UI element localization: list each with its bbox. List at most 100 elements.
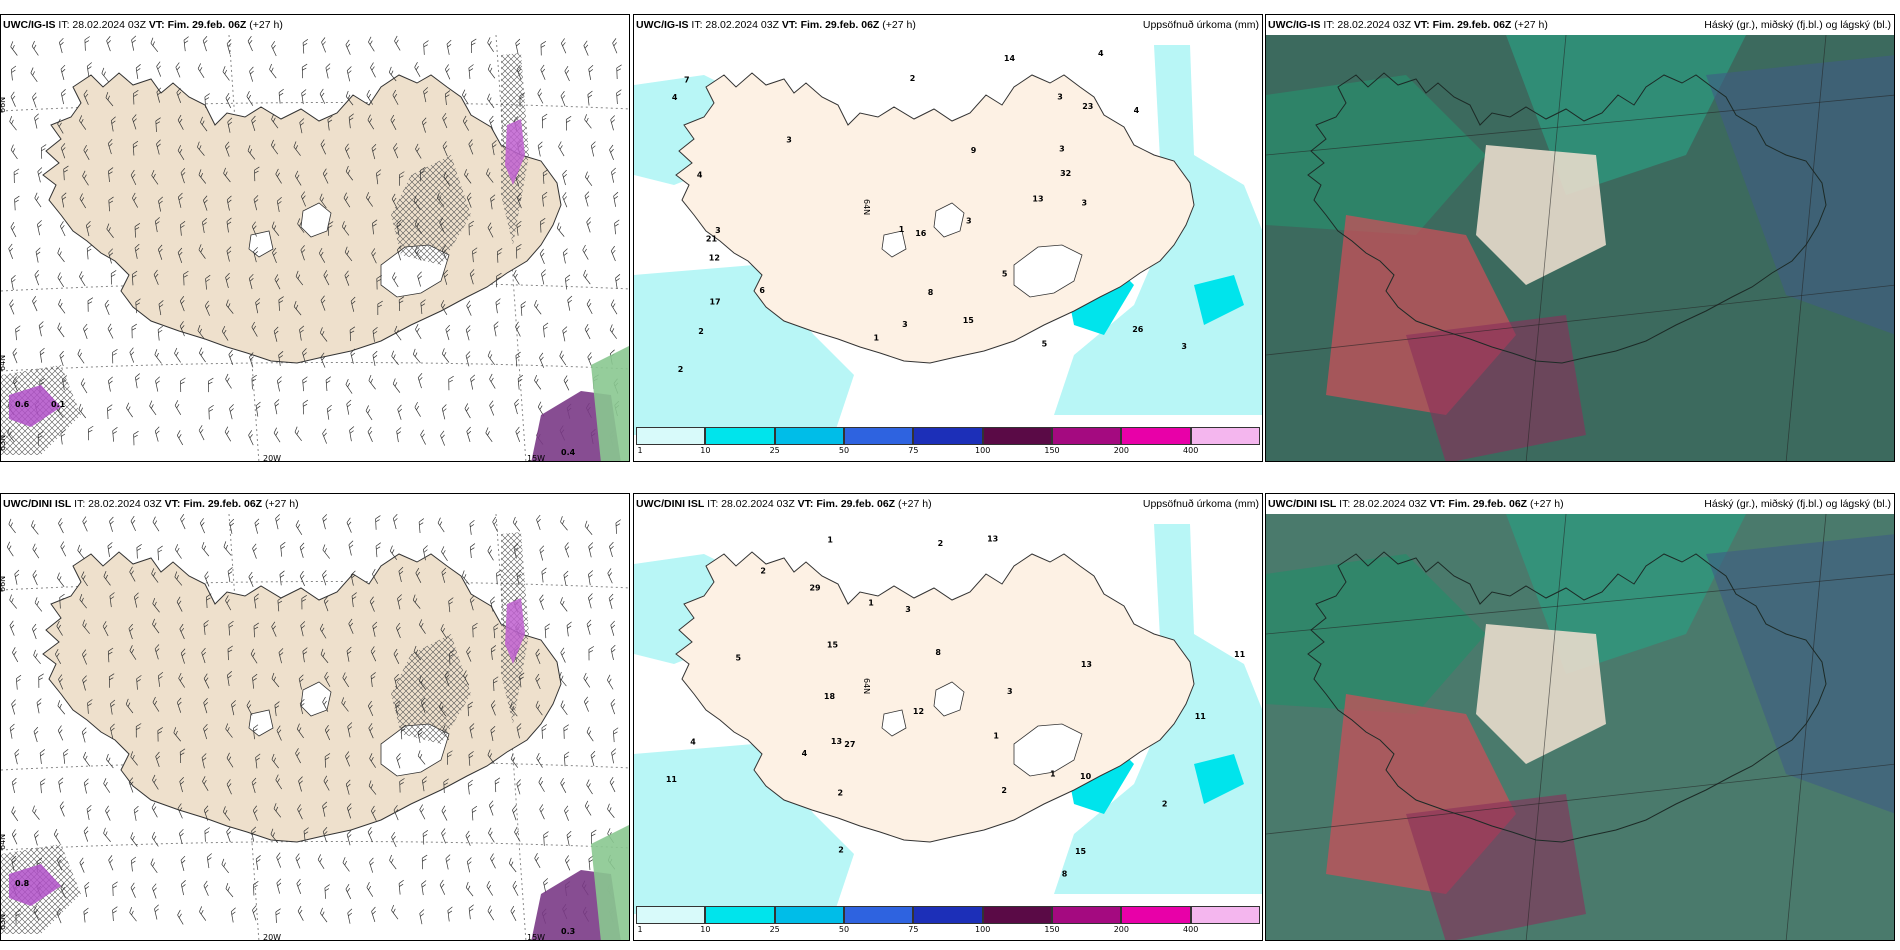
precip-value-label: 18: [824, 692, 836, 701]
wind-barb: [180, 855, 186, 871]
wind-barb: [40, 144, 47, 159]
precip-value-label: 3: [1057, 93, 1063, 102]
wind-barb: [463, 670, 470, 686]
wind-barb: [228, 349, 234, 365]
wind-barb: [83, 907, 89, 923]
wind-barb: [466, 857, 472, 873]
precip-value-label: 15: [1075, 847, 1087, 856]
wind-barb: [345, 90, 354, 106]
wind-barb: [109, 516, 114, 532]
map-panel-bottom-middle: UWC/DINI ISL IT: 28.02.2024 03Z VT: Fim.…: [633, 493, 1263, 941]
wind-barb: [82, 675, 87, 691]
wind-barb: [566, 621, 572, 637]
wind-barb: [391, 904, 399, 920]
wind-barb: [8, 243, 14, 259]
wind-barb: [370, 62, 376, 78]
wind-barb: [34, 113, 39, 129]
wind-barb: [562, 192, 568, 208]
wind-barb: [465, 830, 471, 846]
forecast-step: (+27 h): [1511, 19, 1548, 31]
wind-barb: [534, 374, 542, 390]
precip-value-label: 2: [1162, 799, 1168, 808]
wind-barb: [112, 906, 118, 922]
valid-time: VT: Fim. 29.feb. 06Z: [781, 19, 880, 31]
wind-barb: [541, 567, 547, 583]
wind-barb: [274, 399, 280, 415]
wind-barb: [368, 374, 376, 390]
wind-barb: [157, 244, 163, 260]
wind-barb: [151, 568, 159, 583]
wind-barb: [253, 195, 259, 211]
init-time: IT: 28.02.2024 03Z: [1336, 498, 1430, 510]
forecast-step: (+27 h): [895, 498, 932, 510]
wind-barb: [79, 193, 87, 209]
glacier: [248, 709, 274, 737]
wind-barb: [302, 399, 309, 415]
wind-barb: [10, 222, 17, 238]
wind-barb: [32, 92, 37, 108]
wind-barb: [135, 64, 141, 79]
precip-value-label: 4: [1098, 49, 1104, 58]
wind-barb: [297, 804, 303, 820]
wind-barb: [544, 623, 551, 639]
precip-value-label: 0.8: [15, 879, 30, 888]
wind-barb: [295, 853, 301, 869]
latitude-line: [1, 361, 629, 372]
wind-barb: [176, 697, 182, 713]
wind-barb: [468, 751, 474, 766]
colorbar-swatch: [636, 427, 706, 445]
wind-barb: [34, 830, 39, 846]
wind-barb: [516, 193, 522, 209]
wind-barb: [324, 753, 331, 768]
wind-barb: [341, 221, 350, 236]
wind-barb: [369, 753, 376, 768]
wind-barb: [367, 827, 373, 843]
wind-barb: [566, 830, 572, 846]
colorbar-swatch: [913, 427, 983, 445]
wind-barb: [226, 39, 232, 55]
precip-value-label: 2: [938, 539, 944, 548]
wind-barb: [134, 373, 140, 389]
wind-barb: [345, 379, 353, 394]
wind-barb: [469, 269, 475, 285]
precip-value-label: 3: [1007, 687, 1013, 696]
wind-barb: [466, 192, 472, 208]
wind-barb: [442, 725, 450, 740]
wind-barb: [423, 40, 429, 55]
wind-barb: [560, 597, 568, 612]
wind-barb: [152, 618, 160, 634]
wind-barb: [539, 352, 545, 368]
wind-barb: [301, 595, 307, 610]
wind-barb: [609, 776, 616, 793]
wind-barb: [469, 543, 476, 559]
wind-barb: [562, 326, 568, 342]
wind-barb: [154, 349, 162, 364]
wind-barb: [128, 623, 134, 640]
precip-value-label: 2: [698, 327, 704, 336]
wind-barb: [227, 671, 233, 687]
precip-value-label: 1: [827, 535, 833, 544]
wind-barb: [345, 165, 354, 181]
wind-barb: [154, 217, 160, 233]
wind-barb: [370, 672, 376, 687]
wind-barb: [394, 325, 402, 341]
wind-barb: [199, 906, 207, 921]
wind-barb: [440, 430, 445, 446]
colorbar-tick-label: 150: [1044, 925, 1060, 934]
wind-barb: [462, 89, 469, 105]
wind-barb: [299, 570, 305, 587]
wind-barb: [106, 223, 114, 238]
precip-value-label: 2: [678, 365, 684, 374]
wind-barb: [394, 673, 399, 690]
panel-title: UWC/IG-IS IT: 28.02.2024 03Z VT: Fim. 29…: [1268, 15, 1548, 35]
wind-barb: [397, 404, 402, 420]
panel-header: UWC/IG-IS IT: 28.02.2024 03Z VT: Fim. 29…: [1266, 15, 1894, 35]
wind-barb: [271, 113, 279, 129]
grid-line: [1525, 35, 1567, 461]
wind-barb: [79, 271, 86, 287]
glacier: [1013, 723, 1083, 777]
wind-barb: [176, 430, 184, 446]
wind-barb: [154, 904, 159, 920]
wind-barb: [465, 881, 474, 897]
map-panel-bottom-left: UWC/DINI ISL IT: 28.02.2024 03Z VT: Fim.…: [0, 493, 630, 941]
